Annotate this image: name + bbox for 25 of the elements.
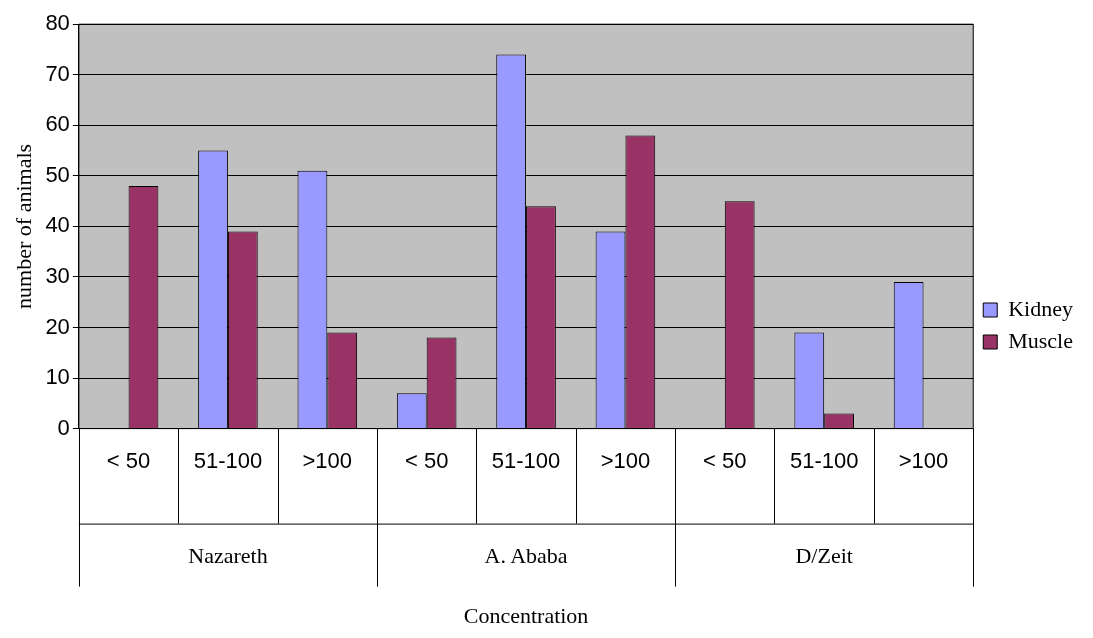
x-tick-label: 51-100: [491, 447, 561, 473]
x-tick-label: >100: [898, 447, 949, 473]
x-tick-label: >100: [302, 447, 353, 473]
x-tick-label: 51-100: [789, 447, 859, 473]
legend-label: Kidney: [1008, 295, 1073, 321]
y-tick-label: 80: [45, 10, 70, 36]
y-tick-label: 60: [45, 111, 70, 137]
y-tick-label: 50: [45, 161, 70, 187]
text: A. Ababa: [484, 542, 568, 568]
x-tick-label: >100: [600, 447, 651, 473]
legend-label: Muscle: [1008, 327, 1073, 353]
text: Concentration: [463, 602, 589, 628]
x-tick-label: < 50: [404, 447, 449, 473]
y-axis-title: number of animals: [10, 143, 36, 309]
y-tick-label: 70: [45, 60, 70, 86]
y-tick-label: 20: [45, 313, 70, 339]
text: Nazareth: [188, 542, 268, 568]
x-tick-label: < 50: [703, 447, 747, 473]
x-tick-label: 51-100: [193, 447, 263, 473]
text: D/Zeit: [795, 542, 853, 568]
y-tick-label: 40: [45, 212, 70, 238]
x-tick-label: < 50: [106, 447, 151, 473]
y-tick-label: 30: [45, 263, 70, 289]
y-tick-label: 10: [45, 364, 70, 390]
y-tick-label: 0: [57, 414, 70, 440]
